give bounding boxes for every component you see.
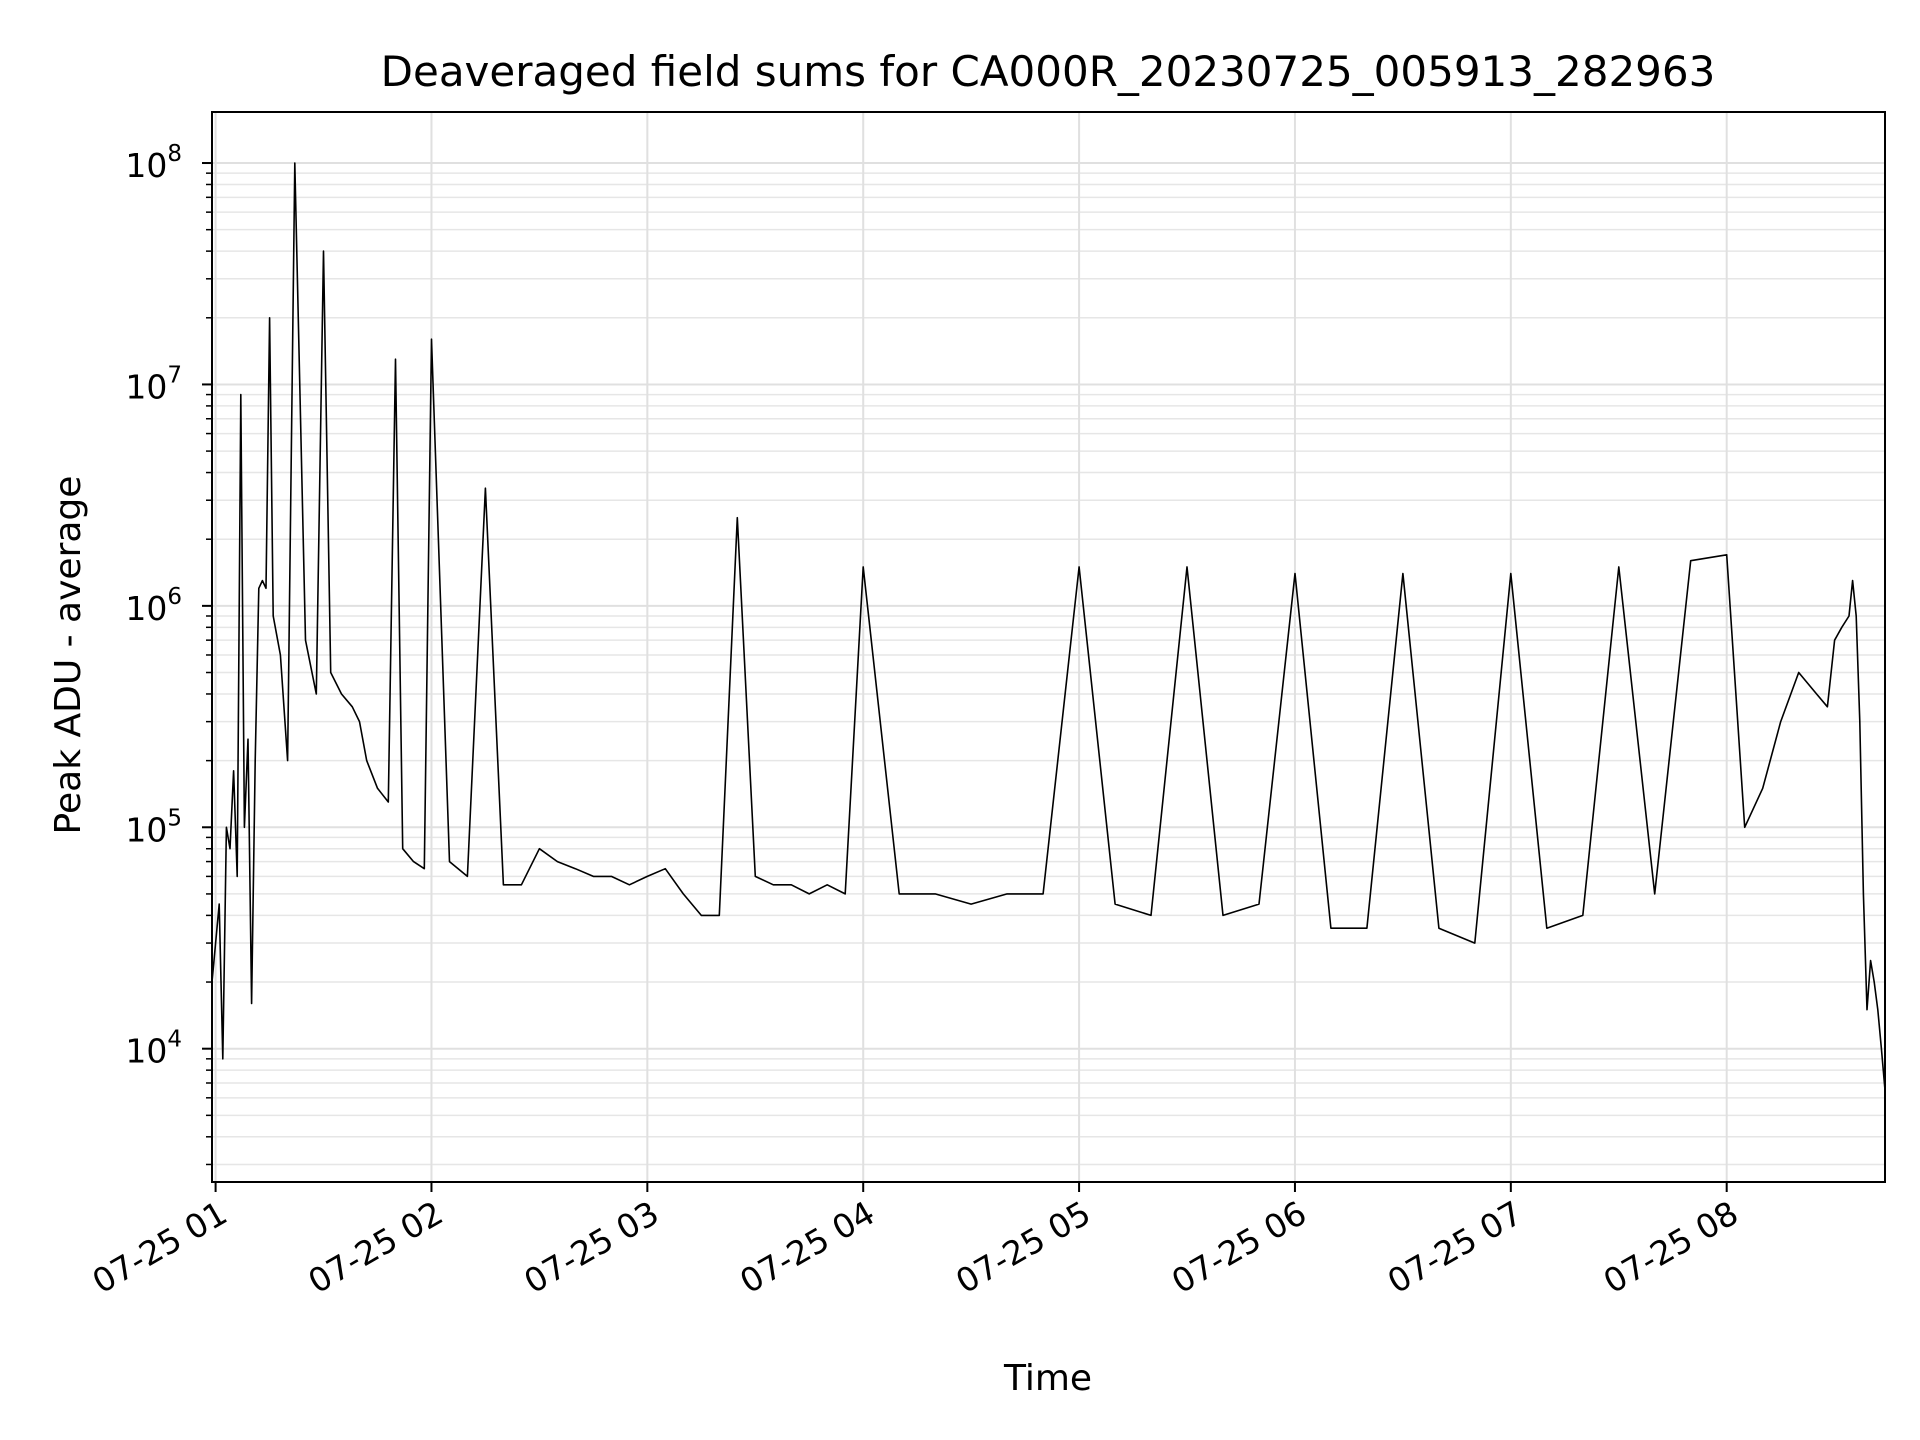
y-tick-label: 108 bbox=[125, 141, 182, 185]
y-tick-label: 107 bbox=[125, 362, 182, 406]
x-axis-label: Time bbox=[1003, 1358, 1092, 1399]
plot-frame bbox=[211, 111, 1886, 1183]
y-tick-label: 105 bbox=[125, 805, 182, 849]
y-axis: 104 105 106 107 108 bbox=[125, 141, 212, 1166]
grid bbox=[212, 112, 1885, 1182]
series-line bbox=[211, 162, 1886, 1091]
y-tick-label: 104 bbox=[125, 1027, 182, 1071]
y-axis-label: Peak ADU - average bbox=[48, 476, 89, 835]
chart-title: Deaveraged field sums for CA000R_2023072… bbox=[381, 47, 1716, 96]
data-line-group bbox=[211, 162, 1886, 1091]
y-tick-label: 106 bbox=[125, 584, 182, 628]
